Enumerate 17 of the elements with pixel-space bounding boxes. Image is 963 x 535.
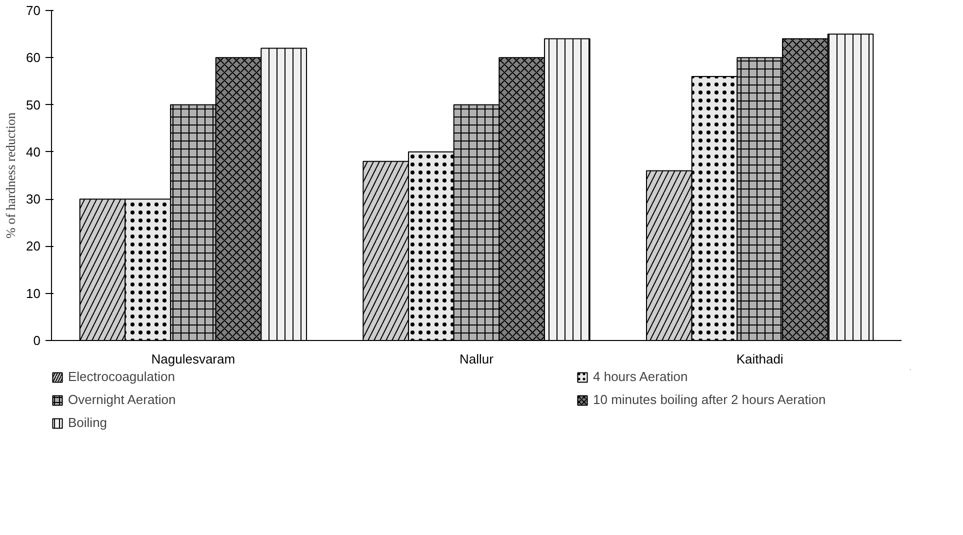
- y-tick-label: 70: [26, 3, 41, 18]
- x-tick-label: Kaithadi: [736, 352, 784, 366]
- y-tick-label: 30: [26, 192, 41, 207]
- x-tick-label: Nallur: [460, 352, 494, 366]
- legend-label: Boiling: [68, 415, 108, 430]
- y-axis-title: % of hardness reduction: [3, 112, 18, 238]
- x-tick-label: Nagulesvaram: [151, 352, 236, 366]
- legend-label: Electrocoagulation: [68, 369, 176, 384]
- y-tick-label: 60: [26, 50, 41, 66]
- y-tick-label: 0: [33, 333, 41, 348]
- y-tick-label: 50: [26, 97, 41, 112]
- y-tick-label: 10: [26, 286, 41, 301]
- y-tick-label: 20: [26, 238, 41, 254]
- legend-label: 10 minutes boiling after 2 hours Aeration: [593, 392, 827, 407]
- legend-label: 4 hours Aeration: [593, 369, 689, 384]
- legend-label: Overnight Aeration: [68, 392, 177, 407]
- y-tick-label: 40: [26, 144, 41, 160]
